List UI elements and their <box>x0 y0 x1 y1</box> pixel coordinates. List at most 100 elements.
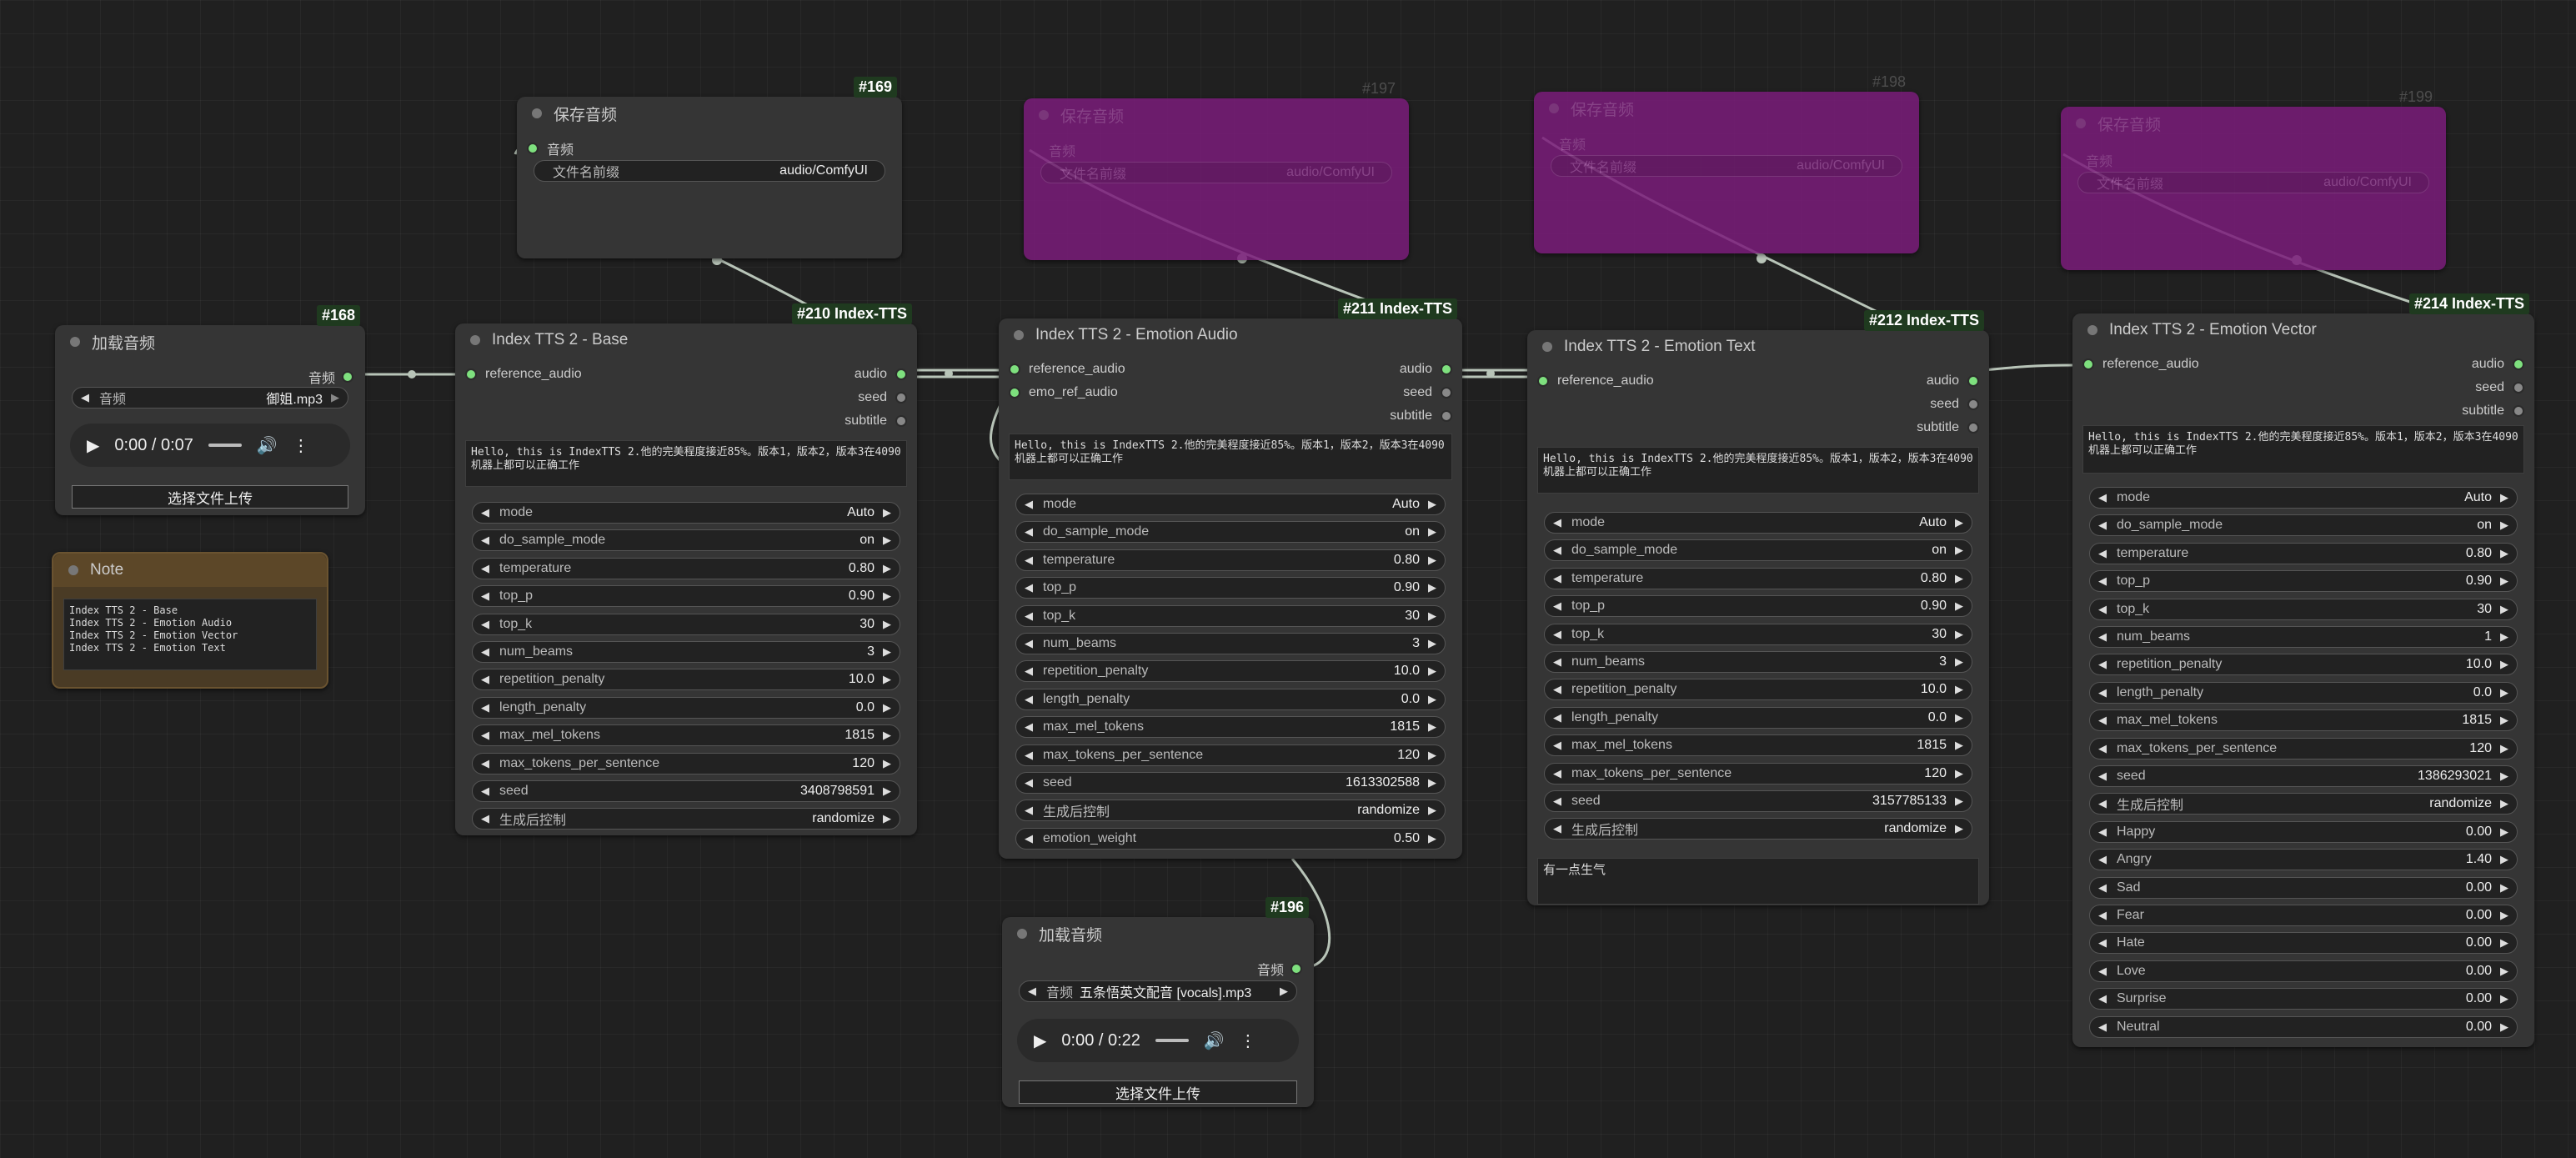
widget-length-penalty[interactable]: ◀ length_penalty 0.0 ▶ <box>2089 681 2518 704</box>
widget-repetition-penalty[interactable]: ◀ repetition_penalty 10.0 ▶ <box>1015 660 1446 683</box>
arrow-left-icon[interactable]: ◀ <box>2098 630 2107 643</box>
progress-bar[interactable] <box>1155 1039 1189 1042</box>
arrow-right-icon[interactable]: ▶ <box>883 756 891 769</box>
widget-top-k[interactable]: ◀ top_k 30 ▶ <box>1544 623 1972 645</box>
arrow-left-icon[interactable]: ◀ <box>2098 853 2107 866</box>
input-dot-icon[interactable] <box>1537 375 1549 387</box>
collapse-dot-icon[interactable] <box>1039 110 1049 120</box>
arrow-left-icon[interactable]: ◀ <box>1025 692 1033 705</box>
arrow-left-icon[interactable]: ◀ <box>2098 574 2107 588</box>
widget-mode[interactable]: ◀ mode Auto ▶ <box>2089 487 2518 509</box>
arrow-right-icon[interactable]: ▶ <box>1955 655 1963 668</box>
widget-max-mel-tokens[interactable]: ◀ max_mel_tokens 1815 ▶ <box>1015 716 1446 739</box>
widget-max-tokens-per-sentence[interactable]: ◀ max_tokens_per_sentence 120 ▶ <box>1015 744 1446 766</box>
output-slot-subtitle[interactable]: subtitle <box>1917 420 1979 435</box>
widget-seed[interactable]: ◀ seed 3408798591 ▶ <box>472 780 900 802</box>
prompt-text-area[interactable]: Hello, this is IndexTTS 2.他的完美程度接近85%。版本… <box>465 440 907 487</box>
arrow-right-icon[interactable]: ▶ <box>883 617 891 630</box>
arrow-left-icon[interactable]: ◀ <box>481 506 489 519</box>
arrow-right-icon[interactable]: ▶ <box>2500 658 2508 671</box>
arrow-right-icon[interactable]: ▶ <box>1428 581 1436 594</box>
arrow-left-icon[interactable]: ◀ <box>1025 553 1033 566</box>
output-dot-icon[interactable] <box>1441 387 1452 399</box>
node-header[interactable]: 保存音频 <box>2061 107 2446 140</box>
arrow-left-icon[interactable]: ◀ <box>2098 880 2107 894</box>
output-dot-icon[interactable] <box>1967 422 1979 434</box>
arrow-left-icon[interactable]: ◀ <box>1553 710 1561 724</box>
arrow-right-icon[interactable]: ▶ <box>2500 685 2508 699</box>
arrow-right-icon[interactable]: ▶ <box>1280 985 1288 997</box>
arrow-left-icon[interactable]: ◀ <box>2098 825 2107 838</box>
input-dot-icon[interactable] <box>1009 363 1020 375</box>
arrow-right-icon[interactable]: ▶ <box>883 534 891 547</box>
arrow-left-icon[interactable]: ◀ <box>1025 831 1033 845</box>
arrow-right-icon[interactable]: ▶ <box>2500 714 2508 727</box>
arrow-right-icon[interactable]: ▶ <box>1428 525 1436 539</box>
output-dot-icon[interactable] <box>2513 405 2524 417</box>
arrow-right-icon[interactable]: ▶ <box>1428 664 1436 678</box>
output-slot-audio[interactable]: 音频 <box>308 367 353 387</box>
arrow-right-icon[interactable]: ▶ <box>883 785 891 797</box>
arrow-left-icon[interactable]: ◀ <box>1025 609 1033 622</box>
arrow-left-icon[interactable]: ◀ <box>481 534 489 547</box>
widget-repetition-penalty[interactable]: ◀ repetition_penalty 10.0 ▶ <box>1544 679 1972 701</box>
node-header[interactable]: 保存音频 <box>1534 92 1919 125</box>
input-dot-icon[interactable] <box>527 143 539 154</box>
prompt-text-area[interactable]: Hello, this is IndexTTS 2.他的完美程度接近85%。版本… <box>1537 447 1979 494</box>
input-slot-reference-audio[interactable]: reference_audio <box>1537 373 1654 389</box>
input-slot-audio[interactable]: 音频 <box>2086 150 2112 170</box>
widget-temperature[interactable]: ◀ temperature 0.80 ▶ <box>1544 567 1972 589</box>
arrow-left-icon[interactable]: ◀ <box>2098 491 2107 504</box>
collapse-dot-icon[interactable] <box>470 335 480 345</box>
arrow-right-icon[interactable]: ▶ <box>1428 637 1436 649</box>
collapse-dot-icon[interactable] <box>1542 342 1552 352</box>
output-dot-icon[interactable] <box>1441 410 1452 422</box>
arrow-left-icon[interactable]: ◀ <box>481 812 489 825</box>
arrow-right-icon[interactable]: ▶ <box>1955 516 1963 529</box>
widget-num-beams[interactable]: ◀ num_beams 3 ▶ <box>1015 633 1446 654</box>
output-dot-icon[interactable] <box>895 368 907 380</box>
arrow-left-icon[interactable]: ◀ <box>1553 655 1561 668</box>
arrow-right-icon[interactable]: ▶ <box>1955 544 1963 557</box>
output-slot-audio[interactable]: 音频 <box>1257 959 1302 979</box>
widget-seed[interactable]: ◀ seed 1613302588 ▶ <box>1015 772 1446 794</box>
node-header[interactable]: Index TTS 2 - Emotion Vector <box>2072 313 2534 347</box>
arrow-left-icon[interactable]: ◀ <box>481 561 489 574</box>
widget-repetition-penalty[interactable]: ◀ repetition_penalty 10.0 ▶ <box>2089 654 2518 676</box>
node-header[interactable]: 加载音频 <box>55 325 365 358</box>
widget-max-tokens-per-sentence[interactable]: ◀ max_tokens_per_sentence 120 ▶ <box>472 752 900 775</box>
arrow-left-icon[interactable]: ◀ <box>1553 766 1561 780</box>
widget-top-p[interactable]: ◀ top_p 0.90 ▶ <box>2089 570 2518 593</box>
widget-happy[interactable]: ◀ Happy 0.00 ▶ <box>2089 820 2518 843</box>
arrow-left-icon[interactable]: ◀ <box>1025 581 1033 594</box>
collapse-dot-icon[interactable] <box>68 565 78 575</box>
arrow-left-icon[interactable]: ◀ <box>1553 795 1561 807</box>
widget-temperature[interactable]: ◀ temperature 0.80 ▶ <box>2089 542 2518 564</box>
arrow-right-icon[interactable]: ▶ <box>1955 683 1963 696</box>
input-dot-icon[interactable] <box>2082 358 2094 370</box>
arrow-left-icon[interactable]: ◀ <box>1553 599 1561 613</box>
arrow-left-icon[interactable]: ◀ <box>2098 546 2107 559</box>
volume-icon[interactable]: 🔊 <box>256 436 278 455</box>
output-slot-subtitle[interactable]: subtitle <box>844 414 907 429</box>
node-header[interactable]: 保存音频 <box>1024 98 1409 132</box>
arrow-right-icon[interactable]: ▶ <box>2500 964 2508 977</box>
output-slot-audio[interactable]: audio <box>1400 362 1452 377</box>
input-slot-reference-audio[interactable]: reference_audio <box>2082 357 2199 372</box>
arrow-left-icon[interactable]: ◀ <box>481 700 489 714</box>
arrow-left-icon[interactable]: ◀ <box>481 645 489 658</box>
arrow-right-icon[interactable]: ▶ <box>2500 630 2508 643</box>
arrow-left-icon[interactable]: ◀ <box>81 391 89 404</box>
input-slot-reference-audio[interactable]: reference_audio <box>1009 362 1125 377</box>
arrow-right-icon[interactable]: ▶ <box>2500 853 2508 866</box>
load-audio-node-168[interactable]: #168 加载音频 音频 ◀ 音频 御姐.mp3 ▶ ▶ 0:00 / 0:07 🔊 … <box>55 305 365 515</box>
arrow-right-icon[interactable]: ▶ <box>1428 553 1436 566</box>
widget-max-mel-tokens[interactable]: ◀ max_mel_tokens 1815 ▶ <box>1544 734 1972 757</box>
arrow-left-icon[interactable]: ◀ <box>1553 627 1561 640</box>
output-slot-audio[interactable]: audio <box>2472 357 2524 372</box>
load-audio-node-196[interactable]: #196 加载音频 音频 ◀ 音频 五条悟英文配音 [vocals].mp3 ▶ ▶ … <box>1002 897 1314 1107</box>
output-slot-seed[interactable]: seed <box>1403 385 1452 400</box>
widget-temperature[interactable]: ◀ temperature 0.80 ▶ <box>1015 549 1446 571</box>
arrow-right-icon[interactable]: ▶ <box>2500 992 2508 1005</box>
arrow-left-icon[interactable]: ◀ <box>1025 498 1033 510</box>
